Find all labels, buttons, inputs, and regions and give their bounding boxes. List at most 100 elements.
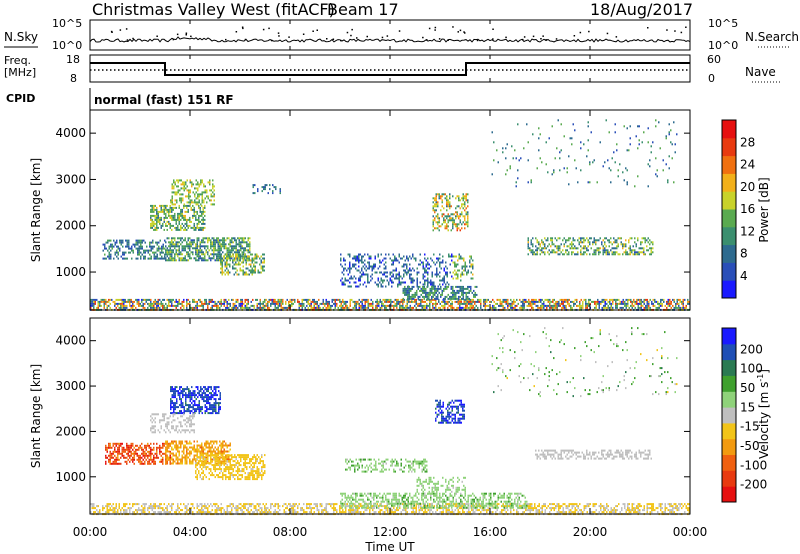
power-cell	[246, 245, 248, 248]
power-cell	[128, 251, 130, 254]
power-cell	[557, 119, 559, 122]
power-cell	[342, 306, 344, 309]
power-cell	[349, 267, 351, 270]
power-cell	[395, 275, 397, 278]
power-cell	[574, 302, 576, 305]
power-cell	[106, 300, 108, 303]
power-cell	[465, 221, 467, 224]
power-cell	[154, 300, 156, 303]
power-cell	[247, 249, 249, 252]
velocity-cell	[295, 511, 297, 514]
power-cell	[571, 241, 573, 244]
power-cell	[654, 300, 656, 303]
power-cell	[159, 251, 161, 254]
power-cell	[175, 243, 177, 246]
power-cell	[434, 203, 436, 206]
power-cell	[474, 291, 476, 294]
power-cell	[207, 181, 209, 184]
power-cell	[532, 300, 534, 303]
power-cell	[371, 273, 373, 276]
power-cell	[358, 265, 360, 268]
power-cell	[239, 263, 241, 266]
power-cell	[111, 245, 113, 248]
power-cell	[424, 281, 426, 284]
power-cell	[214, 302, 216, 305]
velocity-cell	[115, 503, 117, 506]
power-cell	[441, 193, 443, 196]
power-cell	[462, 295, 464, 298]
power-cell	[532, 306, 534, 309]
power-cell	[367, 300, 369, 303]
velocity-cell	[343, 511, 345, 514]
power-cell	[571, 251, 573, 254]
power-cell	[394, 259, 396, 262]
power-cell	[474, 306, 476, 309]
power-cell	[447, 300, 449, 303]
power-cell	[202, 210, 204, 213]
power-cell	[263, 259, 265, 262]
power-cell	[165, 259, 167, 262]
power-cell	[608, 251, 610, 254]
power-cell	[583, 143, 585, 146]
power-cell	[589, 253, 591, 256]
power-cell	[489, 300, 491, 303]
power-cell	[180, 257, 182, 260]
power-cell	[180, 253, 182, 256]
velocity-cell	[358, 505, 360, 508]
power-cell	[183, 214, 185, 217]
power-cell	[199, 214, 201, 217]
power-cell	[658, 121, 660, 124]
power-cell	[181, 257, 183, 260]
power-cell	[462, 285, 464, 288]
power-cell	[161, 247, 163, 250]
power-cell	[261, 186, 263, 189]
power-cell	[389, 257, 391, 260]
power-cell	[121, 304, 123, 307]
power-cell	[364, 273, 366, 276]
power-cell	[120, 298, 122, 301]
power-cell	[638, 247, 640, 250]
power-cell	[150, 304, 152, 307]
power-cell	[421, 298, 423, 301]
power-cell	[541, 249, 543, 252]
velocity-cell	[292, 511, 294, 514]
velocity-cell	[106, 503, 108, 506]
nsky-spike-point	[579, 31, 582, 34]
nsky-spike-point	[606, 32, 609, 35]
power-cell	[406, 273, 408, 276]
power-cell	[273, 300, 275, 303]
power-cell	[198, 216, 200, 219]
power-cell	[622, 298, 624, 301]
power-cell	[571, 247, 573, 250]
power-cell	[200, 181, 202, 184]
power-cell	[476, 293, 478, 296]
power-cell	[207, 259, 209, 262]
velocity-cell	[201, 509, 203, 512]
velocity-cell	[243, 503, 245, 506]
power-cell	[537, 304, 539, 307]
power-cell	[213, 249, 215, 252]
power-cell	[207, 306, 209, 309]
power-cell	[413, 297, 415, 300]
power-cell	[432, 201, 434, 204]
power-colorbar-segment	[722, 120, 736, 139]
velocity-cell	[133, 503, 135, 506]
power-cell	[162, 251, 164, 254]
power-cell	[613, 241, 615, 244]
velocity-cell	[136, 503, 138, 506]
power-cell	[549, 306, 551, 309]
power-cell	[442, 279, 444, 282]
power-cell	[529, 247, 531, 250]
power-cell	[446, 217, 448, 220]
power-cell	[466, 304, 468, 307]
power-cell	[107, 249, 109, 252]
velocity-cell	[261, 511, 263, 514]
power-cell	[203, 183, 205, 186]
power-cell	[588, 300, 590, 303]
power-cell	[174, 243, 176, 246]
power-cell	[467, 201, 469, 204]
power-cell	[138, 249, 140, 252]
power-cell	[196, 304, 198, 307]
power-cell	[394, 269, 396, 272]
power-cell	[604, 243, 606, 246]
